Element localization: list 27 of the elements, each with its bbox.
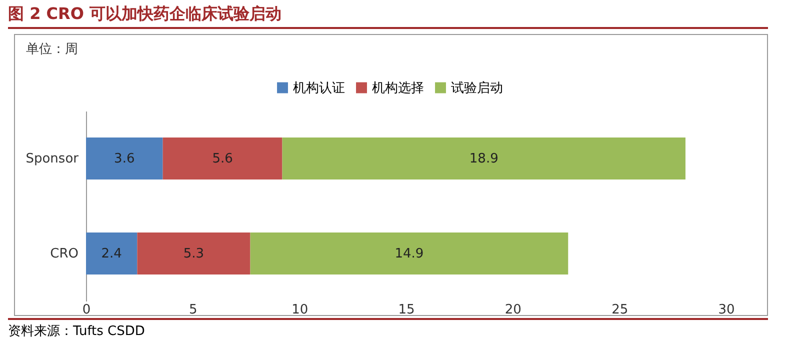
- legend-label: 机构认证: [293, 80, 345, 96]
- bar: [86, 232, 138, 274]
- x-tick-label: 5: [189, 302, 198, 318]
- data-label: 5.3: [183, 246, 204, 262]
- data-label: 3.6: [114, 152, 135, 166]
- y-tick-label: CRO: [50, 246, 78, 262]
- x-tick-label: 20: [504, 302, 522, 318]
- bar: [86, 138, 163, 180]
- x-tick-label: 15: [398, 302, 415, 318]
- chart-title: 图 2 CRO 可以加快药企临床试验启动: [8, 4, 768, 29]
- bar: [282, 138, 686, 180]
- bar: [137, 232, 250, 274]
- bar: [250, 232, 568, 274]
- data-label: 14.9: [394, 246, 424, 262]
- data-label: 2.4: [101, 246, 122, 262]
- y-tick-label: Sponsor: [26, 152, 80, 166]
- x-tick-label: 30: [718, 302, 735, 318]
- legend-label: 机构选择: [372, 80, 424, 96]
- data-label: 5.6: [212, 152, 233, 166]
- bar: [162, 138, 282, 180]
- text: 单位：周: [26, 41, 78, 58]
- text: 资料来源：Tufts CSDD: [8, 318, 768, 340]
- legend-label: 试验启动: [451, 80, 503, 96]
- x-tick-label: 0: [82, 302, 91, 318]
- x-tick-label: 10: [292, 302, 308, 318]
- data-label: 18.9: [469, 152, 498, 166]
- x-tick-label: 25: [612, 302, 628, 318]
